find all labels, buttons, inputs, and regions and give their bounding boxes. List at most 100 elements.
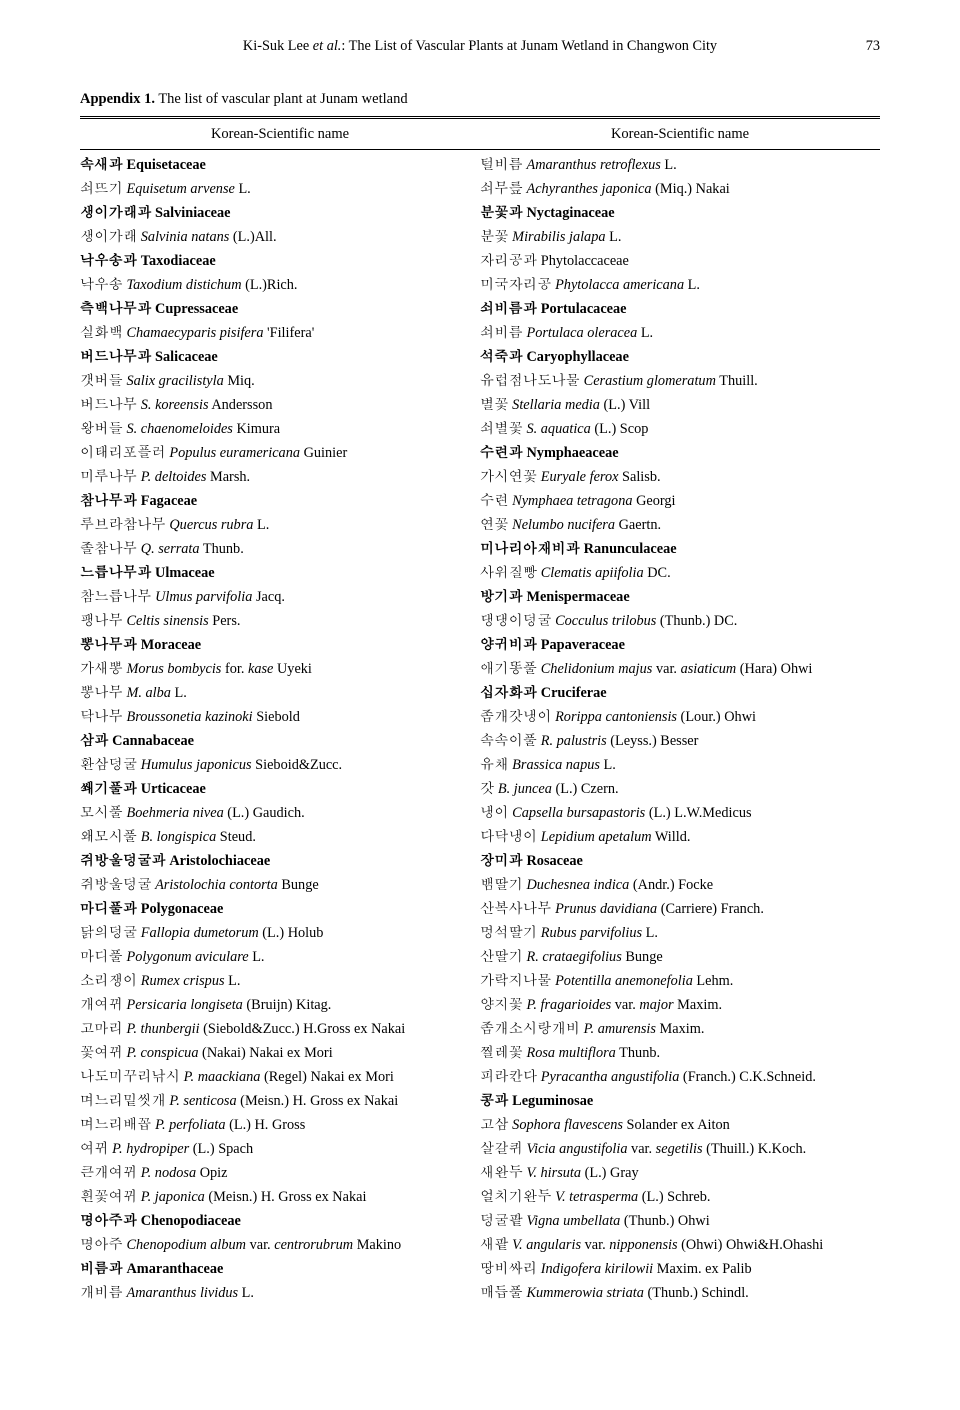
species-entry: 쇠비름 Portulaca oleracea L. bbox=[480, 321, 872, 345]
species-entry: 냉이 Capsella bursapastoris (L.) L.W.Medic… bbox=[480, 801, 872, 825]
species-entry: 연꽃 Nelumbo nucifera Gaertn. bbox=[480, 513, 872, 537]
species-entry: 댕댕이덩굴 Cocculus trilobus (Thunb.) DC. bbox=[480, 609, 872, 633]
column-headers: Korean-Scientific name Korean-Scientific… bbox=[80, 124, 880, 145]
species-entry: 버드나무과 Salicaceae bbox=[80, 345, 472, 369]
species-entry: 쥐방울덩굴과 Aristolochiaceae bbox=[80, 849, 472, 873]
col-header-left: Korean-Scientific name bbox=[80, 124, 480, 145]
species-entry: 덩굴팥 Vigna umbellata (Thunb.) Ohwi bbox=[480, 1209, 872, 1233]
species-entry: 애기똥풀 Chelidonium majus var. asiaticum (H… bbox=[480, 657, 872, 681]
species-entry: 자리공과 Phytolaccaceae bbox=[480, 249, 872, 273]
species-entry: 방기과 Menispermaceae bbox=[480, 585, 872, 609]
page-number: 73 bbox=[866, 38, 880, 55]
species-entry: 찔레꽃 Rosa multiflora Thunb. bbox=[480, 1041, 872, 1065]
species-entry: 피라칸다 Pyracantha angustifolia (Franch.) C… bbox=[480, 1065, 872, 1089]
species-entry: 환삼덩굴 Humulus japonicus Sieboid&Zucc. bbox=[80, 753, 472, 777]
species-entry: 생이가래 Salvinia natans (L.)All. bbox=[80, 225, 472, 249]
species-entry: 쇠별꽃 S. aquatica (L.) Scop bbox=[480, 417, 872, 441]
species-entry: 양귀비과 Papaveraceae bbox=[480, 633, 872, 657]
species-entry: 속속이풀 R. palustris (Leyss.) Besser bbox=[480, 729, 872, 753]
appendix-text: The list of vascular plant at Junam wetl… bbox=[155, 91, 408, 107]
species-entry: 갯버들 Salix gracilistyla Miq. bbox=[80, 369, 472, 393]
species-entry: 마디풀과 Polygonaceae bbox=[80, 897, 472, 921]
species-entry: 땅비싸리 Indigofera kirilowii Maxim. ex Pali… bbox=[480, 1257, 872, 1281]
species-entry: 멍석딸기 Rubus parvifolius L. bbox=[480, 921, 872, 945]
species-entry: 느릅나무과 Ulmaceae bbox=[80, 561, 472, 585]
etal: et al. bbox=[313, 38, 342, 54]
species-entry: 버드나무 S. koreensis Andersson bbox=[80, 393, 472, 417]
species-entry: 좀개소시랑개비 P. amurensis Maxim. bbox=[480, 1017, 872, 1041]
running-head-title: : The List of Vascular Plants at Junam W… bbox=[341, 38, 717, 54]
species-entry: 사위질빵 Clematis apiifolia DC. bbox=[480, 561, 872, 585]
species-entry: 마디풀 Polygonum aviculare L. bbox=[80, 945, 472, 969]
species-entry: 얼치기완두 V. tetrasperma (L.) Schreb. bbox=[480, 1185, 872, 1209]
species-entry: 참느릅나무 Ulmus parvifolia Jacq. bbox=[80, 585, 472, 609]
species-entry: 개비름 Amaranthus lividus L. bbox=[80, 1281, 472, 1305]
species-entry: 명아주과 Chenopodiaceae bbox=[80, 1209, 472, 1233]
species-entry: 미나리아재비과 Ranunculaceae bbox=[480, 537, 872, 561]
species-entry: 고삼 Sophora flavescens Solander ex Aiton bbox=[480, 1113, 872, 1137]
appendix-label: Appendix 1. bbox=[80, 91, 155, 107]
species-entry: 여뀌 P. hydropiper (L.) Spach bbox=[80, 1137, 472, 1161]
species-entry: 미국자리공 Phytolacca americana L. bbox=[480, 273, 872, 297]
species-entry: 산복사나무 Prunus davidiana (Carriere) Franch… bbox=[480, 897, 872, 921]
species-entry: 유럽점나도나물 Cerastium glomeratum Thuill. bbox=[480, 369, 872, 393]
rule-mid bbox=[80, 149, 880, 150]
species-entry: 흰꽃여뀌 P. japonica (Meisn.) H. Gross ex Na… bbox=[80, 1185, 472, 1209]
species-entry: 살갈퀴 Vicia angustifolia var. segetilis (T… bbox=[480, 1137, 872, 1161]
species-entry: 며느리배꼽 P. perfoliata (L.) H. Gross bbox=[80, 1113, 472, 1137]
rule-top bbox=[80, 116, 880, 119]
species-entry: 왕버들 S. chaenomeloides Kimura bbox=[80, 417, 472, 441]
species-entry: 닥나무 Broussonetia kazinoki Siebold bbox=[80, 705, 472, 729]
species-entry: 석죽과 Caryophyllaceae bbox=[480, 345, 872, 369]
species-entry: 십자화과 Cruciferae bbox=[480, 681, 872, 705]
species-entry: 졸참나무 Q. serrata Thunb. bbox=[80, 537, 472, 561]
species-entry: 소리쟁이 Rumex crispus L. bbox=[80, 969, 472, 993]
species-entry: 팽나무 Celtis sinensis Pers. bbox=[80, 609, 472, 633]
species-entry: 쐐기풀과 Urticaceae bbox=[80, 777, 472, 801]
species-entry: 유채 Brassica napus L. bbox=[480, 753, 872, 777]
species-entry: 왜모시풀 B. longispica Steud. bbox=[80, 825, 472, 849]
species-entry: 분꽃과 Nyctaginaceae bbox=[480, 201, 872, 225]
species-entry: 나도미꾸리낚시 P. maackiana (Regel) Nakai ex Mo… bbox=[80, 1065, 472, 1089]
species-entry: 가시연꽃 Euryale ferox Salisb. bbox=[480, 465, 872, 489]
species-entry: 며느리밑씻개 P. senticosa (Meisn.) H. Gross ex… bbox=[80, 1089, 472, 1113]
species-entry: 꽃여뀌 P. conspicua (Nakai) Nakai ex Mori bbox=[80, 1041, 472, 1065]
appendix-caption: Appendix 1. The list of vascular plant a… bbox=[80, 91, 880, 108]
species-entry: 측백나무과 Cupressaceae bbox=[80, 297, 472, 321]
species-entry: 갓 B. juncea (L.) Czern. bbox=[480, 777, 872, 801]
running-head-author: Ki-Suk Lee bbox=[243, 38, 313, 54]
species-entry: 새완두 V. hirsuta (L.) Gray bbox=[480, 1161, 872, 1185]
species-entry: 닭의덩굴 Fallopia dumetorum (L.) Holub bbox=[80, 921, 472, 945]
left-column: 속새과 Equisetaceae쇠뜨기 Equisetum arvense L.… bbox=[80, 153, 480, 1305]
species-entry: 매듭풀 Kummerowia striata (Thunb.) Schindl. bbox=[480, 1281, 872, 1305]
running-header: Ki-Suk Lee et al.: The List of Vascular … bbox=[80, 38, 880, 55]
species-entry: 콩과 Leguminosae bbox=[480, 1089, 872, 1113]
species-entry: 실화백 Chamaecyparis pisifera 'Filifera' bbox=[80, 321, 472, 345]
species-entry: 이태리포플러 Populus euramericana Guinier bbox=[80, 441, 472, 465]
right-column: 털비름 Amaranthus retroflexus L.쇠무릎 Achyran… bbox=[480, 153, 880, 1305]
species-entry: 생이가래과 Salviniaceae bbox=[80, 201, 472, 225]
species-entry: 별꽃 Stellaria media (L.) Vill bbox=[480, 393, 872, 417]
species-entry: 다닥냉이 Lepidium apetalum Willd. bbox=[480, 825, 872, 849]
species-entry: 가새뽕 Morus bombycis for. kase Uyeki bbox=[80, 657, 472, 681]
species-entry: 수련 Nymphaea tetragona Georgi bbox=[480, 489, 872, 513]
species-entry: 뱀딸기 Duchesnea indica (Andr.) Focke bbox=[480, 873, 872, 897]
species-entry: 쇠비름과 Portulacaceae bbox=[480, 297, 872, 321]
species-entry: 쇠무릎 Achyranthes japonica (Miq.) Nakai bbox=[480, 177, 872, 201]
columns-body: 속새과 Equisetaceae쇠뜨기 Equisetum arvense L.… bbox=[80, 153, 880, 1305]
species-entry: 개여뀌 Persicaria longiseta (Bruijn) Kitag. bbox=[80, 993, 472, 1017]
species-entry: 가락지나물 Potentilla anemonefolia Lehm. bbox=[480, 969, 872, 993]
species-entry: 속새과 Equisetaceae bbox=[80, 153, 472, 177]
species-entry: 참나무과 Fagaceae bbox=[80, 489, 472, 513]
species-entry: 좀개갓냉이 Rorippa cantoniensis (Lour.) Ohwi bbox=[480, 705, 872, 729]
col-header-right: Korean-Scientific name bbox=[480, 124, 880, 145]
species-entry: 쥐방울덩굴 Aristolochia contorta Bunge bbox=[80, 873, 472, 897]
species-entry: 새팥 V. angularis var. nipponensis (Ohwi) … bbox=[480, 1233, 872, 1257]
species-entry: 산딸기 R. crataegifolius Bunge bbox=[480, 945, 872, 969]
species-entry: 장미과 Rosaceae bbox=[480, 849, 872, 873]
species-entry: 쇠뜨기 Equisetum arvense L. bbox=[80, 177, 472, 201]
species-entry: 분꽃 Mirabilis jalapa L. bbox=[480, 225, 872, 249]
species-entry: 루브라참나무 Quercus rubra L. bbox=[80, 513, 472, 537]
species-entry: 삼과 Cannabaceae bbox=[80, 729, 472, 753]
species-entry: 명아주 Chenopodium album var. centrorubrum … bbox=[80, 1233, 472, 1257]
